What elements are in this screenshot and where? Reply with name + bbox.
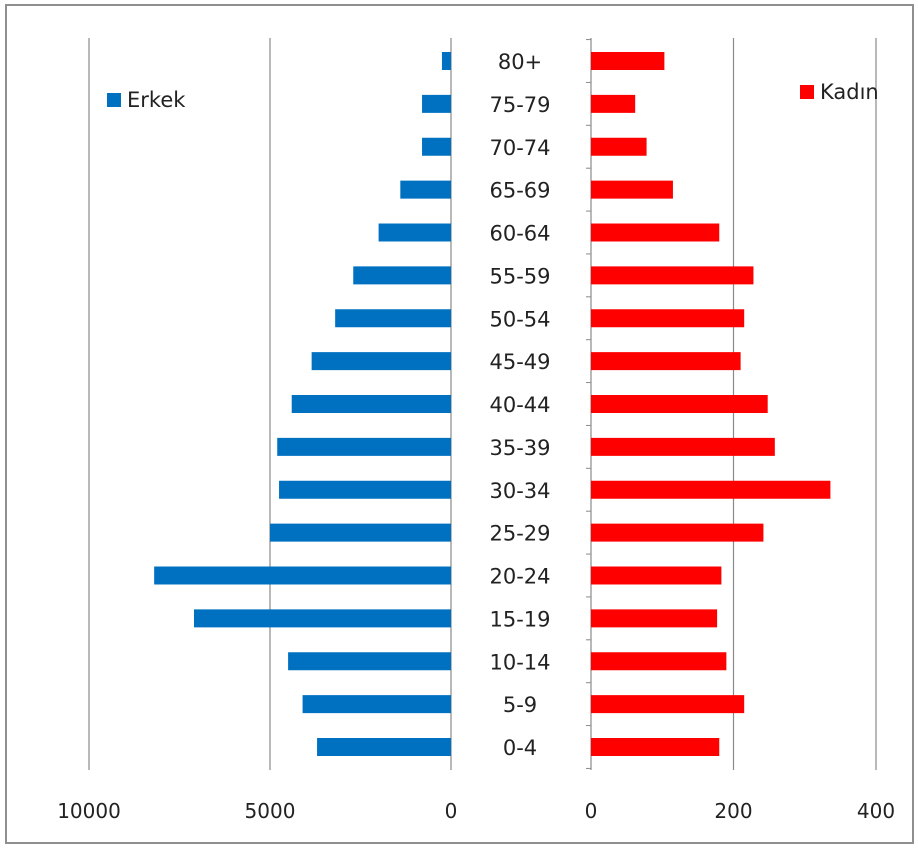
bar-erkek-75-79 [422, 94, 451, 113]
category-label: 55-59 [489, 264, 550, 288]
bar-erkek-10-14 [288, 652, 451, 671]
category-label: 50-54 [489, 307, 550, 331]
bar-kadin-35-39 [591, 437, 775, 456]
bar-kadin-5-9 [591, 695, 745, 714]
bar-kadin-70-74 [591, 137, 647, 156]
tick-label-right: 0 [585, 799, 598, 823]
category-label: 30-34 [489, 479, 550, 503]
bar-erkek-60-64 [378, 223, 451, 242]
bar-erkek-30-34 [279, 480, 451, 499]
bar-erkek-40-44 [291, 395, 451, 413]
bar-kadin-65-69 [591, 180, 673, 199]
tick-label-left: 0 [445, 799, 458, 823]
bar-kadin-75-79 [591, 94, 636, 113]
legend-kadin-swatch [800, 85, 814, 99]
category-label: 80+ [498, 50, 542, 74]
category-label: 0-4 [503, 736, 537, 760]
tick-label-left: 10000 [57, 799, 121, 823]
bar-kadin-10-14 [591, 652, 727, 671]
category-label: 15-19 [489, 607, 550, 631]
legend-erkek-label: Erkek [127, 88, 186, 112]
legend-kadin: Kadın [800, 80, 879, 104]
bar-erkek-20-24 [154, 566, 451, 585]
bar-erkek-0-4 [317, 738, 451, 756]
bar-erkek-55-59 [353, 266, 451, 285]
bar-erkek-25-29 [270, 523, 451, 542]
tick-label-right: 400 [857, 799, 895, 823]
category-label: 10-14 [489, 650, 550, 674]
bar-erkek-70-74 [422, 137, 451, 156]
bar-kadin-80+ [591, 52, 665, 70]
bar-kadin-20-24 [591, 566, 722, 585]
bar-kadin-40-44 [591, 395, 768, 413]
tick-label-left: 5000 [245, 799, 296, 823]
bar-kadin-15-19 [591, 609, 718, 628]
bar-erkek-65-69 [400, 180, 451, 199]
bar-erkek-80+ [441, 52, 451, 70]
category-label: 5-9 [503, 693, 537, 717]
category-label: 40-44 [489, 393, 550, 417]
bar-erkek-5-9 [302, 695, 451, 714]
category-label: 35-39 [489, 436, 550, 460]
bar-kadin-55-59 [591, 266, 754, 285]
erkek-bars [154, 52, 452, 756]
bar-kadin-25-29 [591, 523, 764, 542]
category-label: 60-64 [489, 222, 550, 246]
category-label: 75-79 [489, 93, 550, 117]
bar-kadin-50-54 [591, 309, 745, 328]
bar-erkek-45-49 [311, 352, 451, 371]
bar-kadin-45-49 [591, 352, 741, 371]
category-label: 70-74 [489, 136, 550, 160]
category-label: 45-49 [489, 350, 550, 374]
bar-erkek-50-54 [335, 309, 451, 328]
category-label: 65-69 [489, 179, 550, 203]
bar-kadin-0-4 [591, 738, 720, 756]
category-labels: 80+ 75-79 70-74 65-69 60-64 55-59 50-54 45-49 40… [489, 50, 550, 760]
bar-erkek-35-39 [277, 437, 451, 456]
bar-erkek-15-19 [193, 609, 452, 628]
bar-kadin-60-64 [591, 223, 720, 242]
chart-frame [5, 4, 914, 844]
bar-kadin-30-34 [591, 480, 831, 499]
legend-kadin-label: Kadın [820, 80, 879, 104]
category-label: 25-29 [489, 522, 550, 546]
legend-erkek-swatch [107, 93, 121, 107]
tick-label-right: 200 [714, 799, 752, 823]
tick-labels: 0 5000 10000 0 200 400 [57, 799, 895, 823]
legend-erkek: Erkek [107, 88, 185, 112]
category-label: 20-24 [489, 565, 550, 589]
kadin-bars [591, 52, 831, 756]
